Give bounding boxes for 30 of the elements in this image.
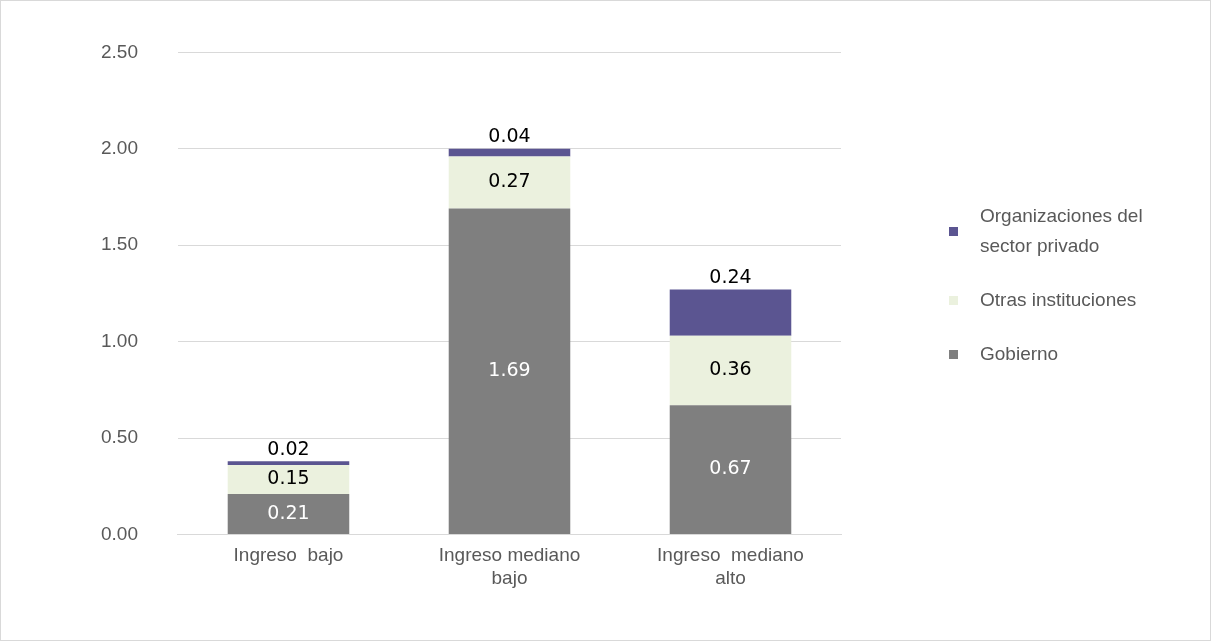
data-label: 0.36 (709, 357, 752, 380)
y-tick-label: 2.00 (101, 137, 138, 159)
data-label: 1.69 (488, 358, 531, 381)
bar (669, 335, 792, 406)
y-tick-label: 2.50 (101, 40, 138, 62)
legend-label: Organizaciones del sector privado (980, 204, 1144, 258)
y-tick-label: 0.50 (101, 426, 138, 448)
bar (448, 208, 571, 534)
y-tick-label: 1.50 (101, 233, 138, 255)
y-tick-label: 0.00 (101, 522, 138, 544)
x-tick-label: Ingreso bajo (233, 544, 344, 566)
legend-label: Gobierno (980, 342, 1059, 366)
data-label: 0.02 (267, 436, 310, 459)
bar (448, 156, 571, 209)
bar (227, 493, 350, 534)
data-label: 0.15 (267, 466, 310, 489)
legend-label: Otras instituciones (980, 288, 1137, 312)
data-label: 0.24 (709, 264, 752, 287)
data-label: 0.67 (709, 456, 752, 479)
y-tick-label: 1.00 (101, 329, 138, 351)
data-label: 0.27 (488, 169, 531, 192)
data-label: 0.21 (267, 500, 310, 523)
bar (669, 405, 792, 534)
x-tick-label: Ingreso mediano alto (657, 544, 804, 588)
x-tick-label: Ingreso mediano bajo (438, 544, 581, 588)
bar (669, 289, 792, 336)
data-label: 0.04 (488, 124, 531, 147)
bar (227, 464, 350, 494)
bar (227, 461, 350, 465)
bar (448, 148, 571, 157)
